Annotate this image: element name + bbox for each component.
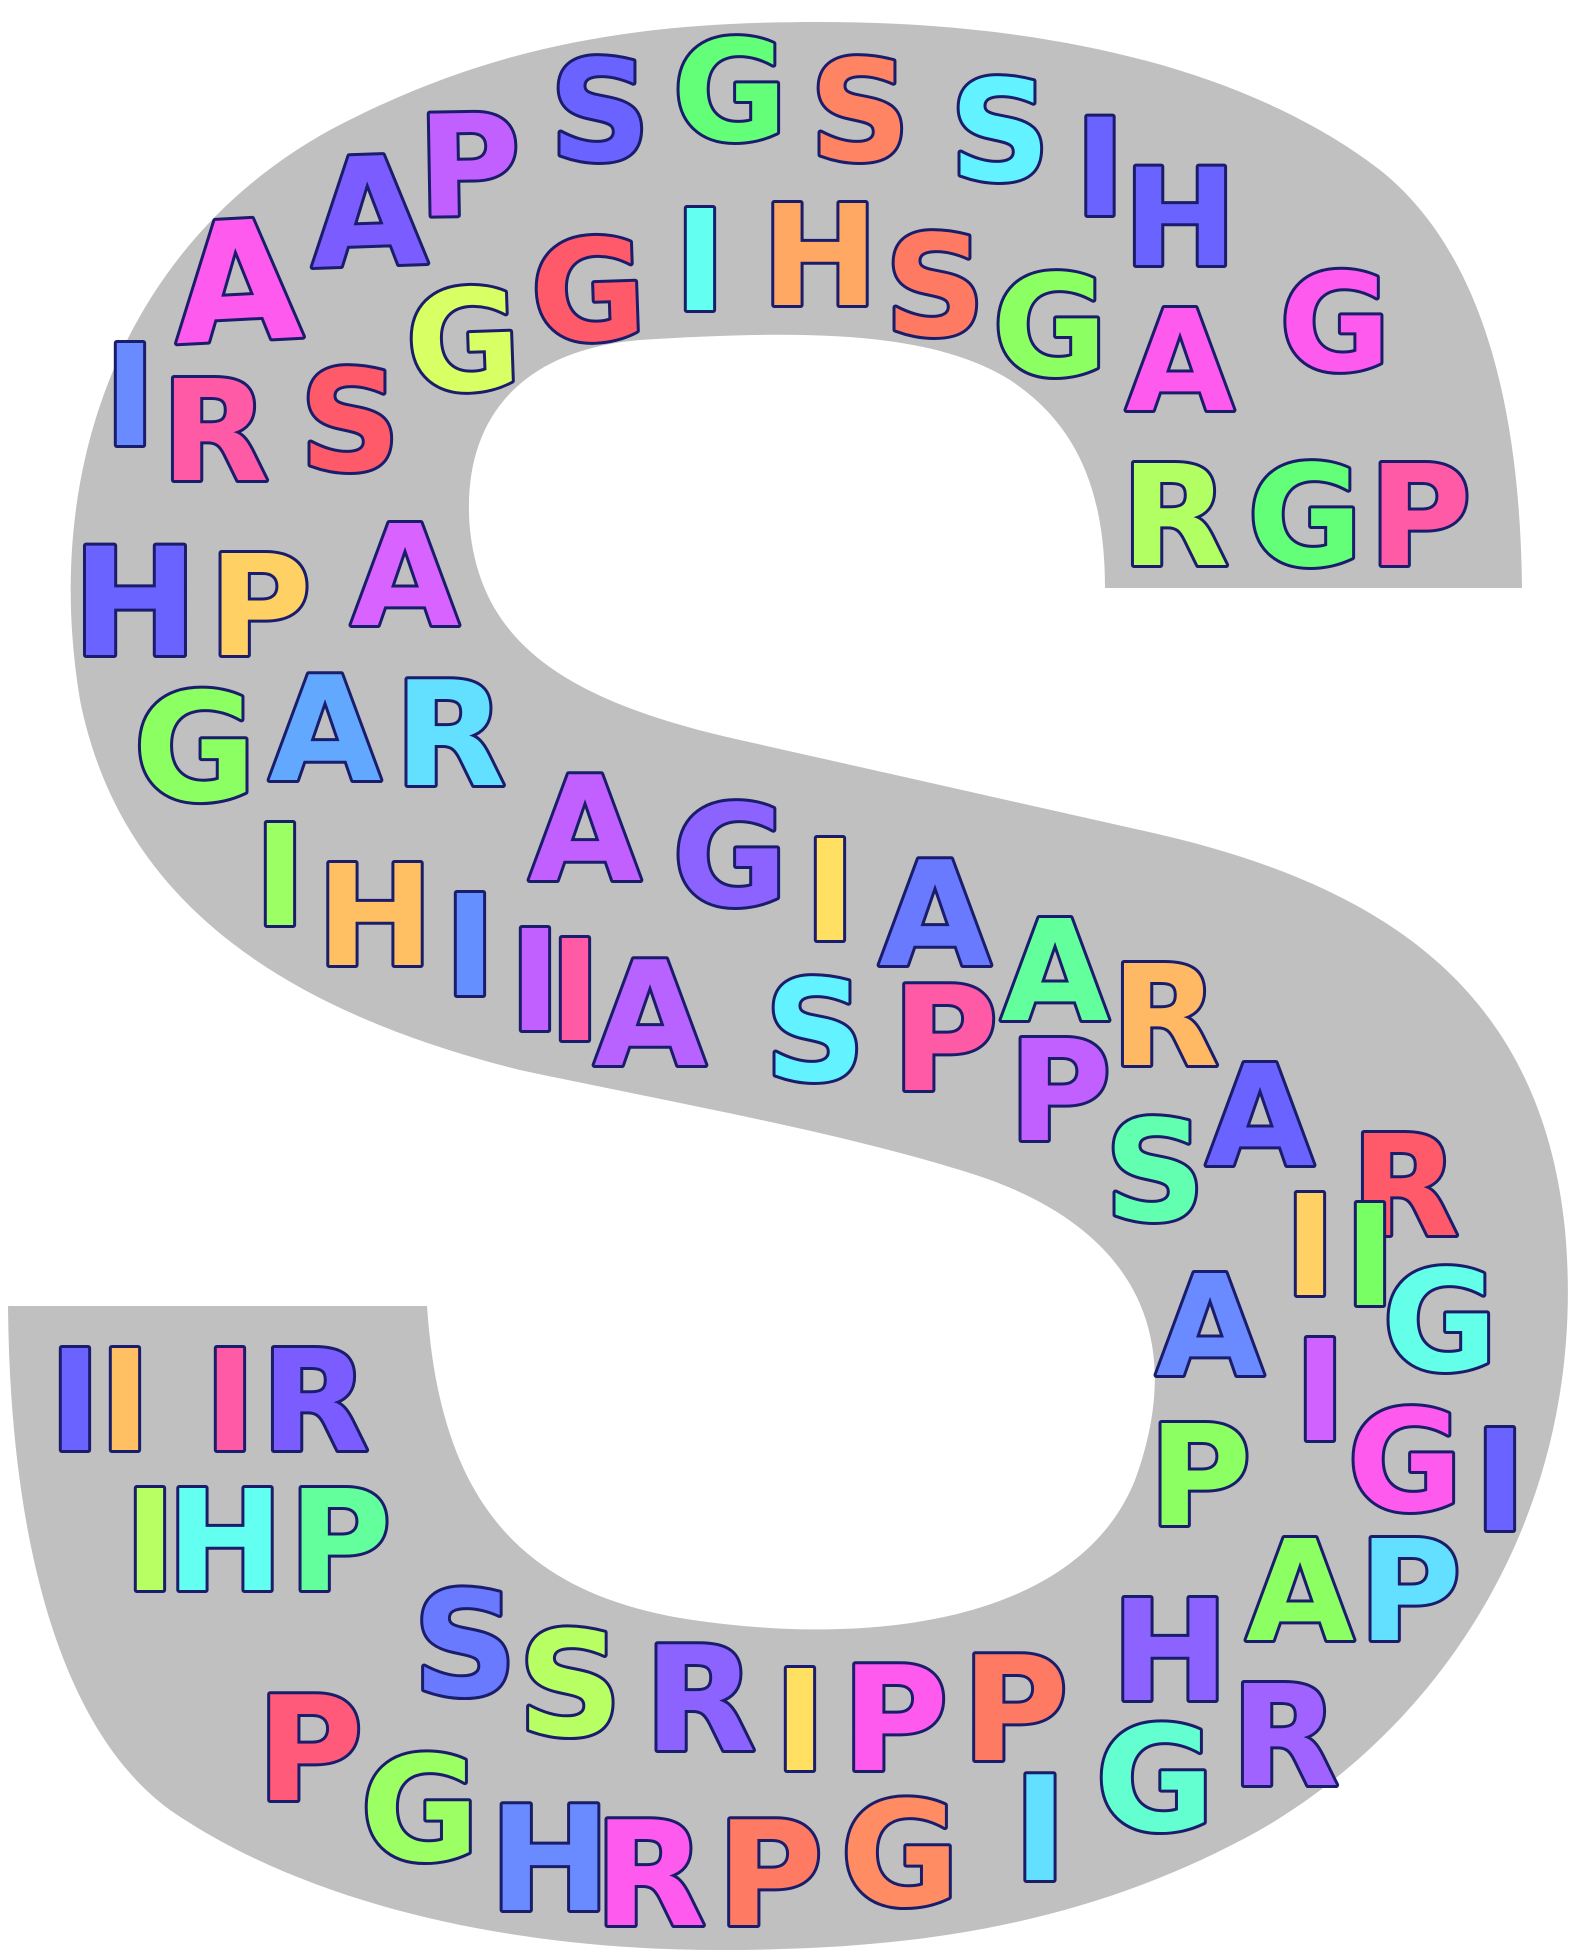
letter-a: A [1001,891,1109,1054]
letter-g: G [673,776,788,939]
letter-a: A [1126,281,1234,444]
letter-s: S [885,206,986,369]
letter-group: A AP S G S S IHI R S G G I H S G A GR G PH P AG A RI H I IIA G I A A R… [46,8,1529,1960]
letter-i: I [254,796,306,959]
letter-i: I [1075,90,1125,247]
letter-i: I [104,316,156,479]
letter-i: I [1294,1311,1346,1474]
letter-p: P [1359,1511,1462,1674]
letter-p: P [209,526,312,689]
letter-s: S [518,1601,622,1770]
letter-h: H [1124,140,1237,297]
letter-g: G [673,11,788,174]
letter-r: R [1121,436,1229,599]
letter-i: I [774,1641,826,1804]
letter-r: R [1351,1106,1459,1269]
letter-r: R [1111,936,1219,1099]
letter-p: P [416,85,521,250]
letter-a: A [529,746,641,915]
letter-i: I [124,1461,176,1624]
letter-h: H [316,836,433,999]
letter-p: P [1369,436,1472,599]
letter-g: G [528,209,649,376]
letter-h: H [166,1461,283,1624]
letter-a: A [168,184,306,382]
letter-h: H [761,176,878,339]
letter-a: A [594,931,706,1100]
letter-s: S [550,31,651,194]
letter-i: I [1284,1166,1336,1329]
letter-p: P [717,1791,823,1960]
letter-s: S [300,341,401,504]
letter-p: P [257,1666,363,1835]
letter-g: G [133,662,256,836]
letter-i: I [674,181,726,344]
letter-i: I [1474,1401,1526,1564]
letter-p: P [289,1461,392,1624]
letter-i: I [804,811,856,974]
letter-p: P [1009,1011,1112,1174]
letter-i: I [509,901,561,1064]
letter-r: R [161,351,269,514]
letter-s: S [413,1561,517,1730]
letter-h: H [72,517,198,691]
letter-a: A [1156,1246,1264,1409]
letter-s: S [950,51,1051,214]
letter-g: G [993,246,1108,409]
letter-i: I [1013,1746,1067,1915]
letter-g: G [360,1726,479,1895]
letter-p: P [892,956,998,1125]
letter-s: S [765,951,866,1114]
letter-g: G [1280,245,1391,402]
letter-i: I [1344,1176,1396,1339]
letter-g: G [1095,1696,1214,1865]
letter-p: P [1149,1396,1252,1559]
letter-i: I [204,1321,256,1484]
letter-a: A [307,125,429,303]
letter-g: G [403,259,524,426]
letter-p: P [842,1636,948,1805]
letter-s: S [810,31,911,194]
letter-r: R [644,1616,756,1785]
letter-r: R [261,1321,369,1484]
letter-i: I [444,866,496,1029]
letter-i: I [49,1321,101,1484]
letter-h: H [1111,1571,1228,1734]
letter-a: A [1206,1036,1314,1199]
letter-p: P [962,1626,1068,1795]
letter-a: A [269,646,381,815]
letter-s: S [1105,1091,1206,1254]
letter-a: A [1246,1511,1354,1674]
letter-i: I [99,1321,151,1484]
letter-i: I [549,911,601,1074]
letter-g: G [840,1771,959,1940]
letter-g: G [1248,436,1363,599]
letter-g: G [1383,1241,1498,1404]
letter-g: G [1348,1381,1463,1544]
letter-a: A [879,831,991,1000]
letter-r: R [594,1791,706,1960]
letter-r: R [394,651,506,820]
letter-r: R [1231,1656,1339,1819]
letter-a: A [351,496,459,659]
letter-h: H [489,1776,610,1945]
big-s-shape [8,22,1568,1950]
